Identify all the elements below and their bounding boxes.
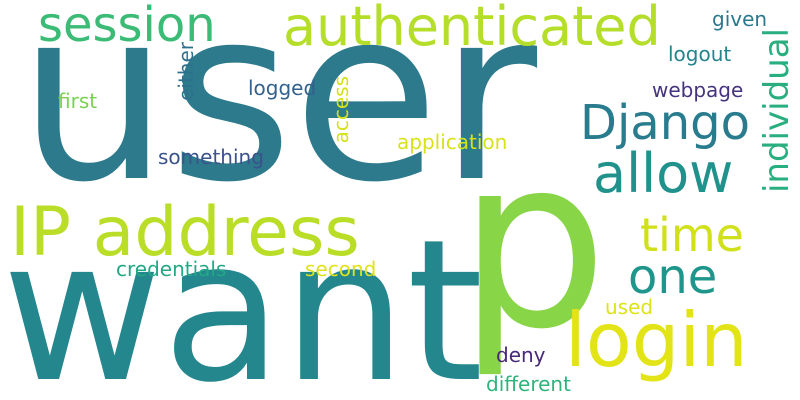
word-webpage: webpage	[652, 78, 744, 102]
word-credentials: credentials	[116, 257, 227, 281]
word-used: used	[605, 295, 654, 319]
word-logged: logged	[248, 76, 317, 100]
word-deny: deny	[496, 343, 546, 367]
word-different: different	[486, 372, 571, 396]
word-first: first	[58, 89, 98, 113]
word-access: access	[329, 76, 353, 144]
word-login: login	[565, 296, 748, 384]
word-individual: individual	[757, 28, 797, 194]
word-want: want	[2, 198, 484, 400]
word-ip-address: IP address	[10, 193, 360, 272]
word-p: p	[458, 106, 608, 381]
word-one: one	[628, 249, 718, 305]
word-either: either	[174, 42, 198, 101]
word-user: user	[18, 0, 538, 235]
word-time: time	[640, 208, 744, 262]
word-second: second	[305, 257, 377, 281]
word-allow: allow	[593, 142, 734, 205]
word-django: Django	[580, 95, 750, 151]
word-session: session	[38, 0, 216, 53]
word-given: given	[712, 7, 768, 31]
word-authenticated: authenticated	[283, 0, 661, 58]
word-logout: logout	[668, 42, 732, 66]
word-application: application	[397, 130, 508, 154]
word-something: something	[158, 145, 264, 169]
